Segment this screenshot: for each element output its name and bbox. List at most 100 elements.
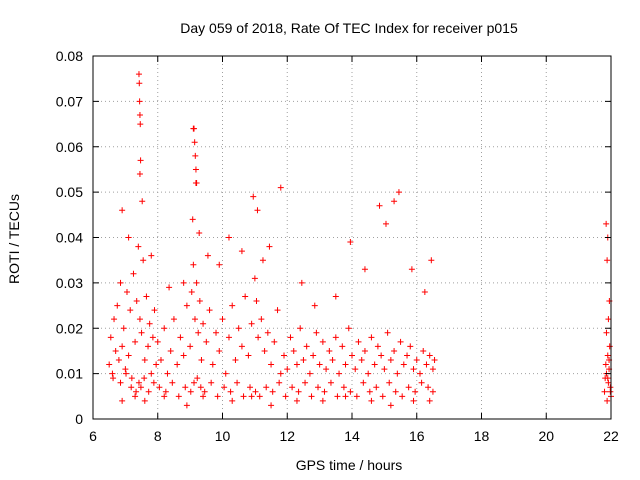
- data-point: [410, 397, 417, 404]
- data-point: [188, 288, 195, 295]
- data-point: [306, 370, 313, 377]
- data-point: [323, 366, 330, 373]
- data-point: [261, 347, 268, 354]
- x-tick-label: 8: [154, 428, 162, 444]
- data-point: [366, 388, 373, 395]
- data-point: [416, 370, 423, 377]
- data-point: [156, 384, 163, 391]
- data-point: [420, 347, 427, 354]
- y-tick-label: 0: [75, 411, 83, 427]
- data-point: [110, 375, 117, 382]
- data-point: [371, 361, 378, 368]
- x-axis-label: GPS time / hours: [296, 457, 403, 473]
- axis-ticks: 6 8 10 12 14 16 18 20 22 0 0.01 0.02 0.03 0.04 0.05 0.0…: [56, 48, 619, 444]
- data-point: [248, 393, 255, 400]
- data-point: [206, 307, 213, 314]
- data-point: [119, 397, 126, 404]
- data-point: [167, 347, 174, 354]
- x-tick-label: 6: [89, 428, 97, 444]
- data-point: [381, 366, 388, 373]
- data-point: [136, 316, 143, 323]
- data-point: [190, 261, 197, 268]
- data-point: [293, 361, 300, 368]
- data-point: [198, 357, 205, 364]
- data-point: [141, 375, 148, 382]
- data-point: [412, 388, 419, 395]
- data-point: [429, 388, 436, 395]
- data-point: [256, 393, 263, 400]
- data-point: [376, 202, 383, 209]
- data-point: [216, 261, 223, 268]
- data-point: [429, 366, 436, 373]
- x-tick-label: 14: [344, 428, 360, 444]
- data-point: [277, 184, 284, 191]
- data-point: [138, 329, 145, 336]
- data-point: [295, 388, 302, 395]
- data-point: [161, 325, 168, 332]
- data-point: [603, 329, 610, 336]
- data-point: [119, 343, 126, 350]
- data-point: [426, 397, 433, 404]
- data-point: [404, 352, 411, 359]
- data-point: [361, 266, 368, 273]
- x-tick-label: 10: [215, 428, 231, 444]
- data-point: [120, 325, 127, 332]
- data-point: [189, 216, 196, 223]
- data-point: [264, 329, 271, 336]
- data-point: [109, 370, 116, 377]
- data-point: [164, 370, 171, 377]
- data-point: [203, 338, 210, 345]
- data-point: [254, 207, 261, 214]
- data-point: [606, 343, 613, 350]
- data-point: [251, 275, 258, 282]
- data-point: [197, 384, 204, 391]
- data-point: [394, 370, 401, 377]
- data-point: [399, 393, 406, 400]
- data-point: [315, 384, 322, 391]
- data-point: [604, 375, 611, 382]
- data-point: [604, 397, 611, 404]
- y-tick-label: 0.04: [56, 230, 83, 246]
- data-point: [604, 352, 611, 359]
- data-point: [161, 393, 168, 400]
- grid-layer: [93, 56, 611, 419]
- data-point: [235, 325, 242, 332]
- data-point: [229, 397, 236, 404]
- y-tick-label: 0.06: [56, 139, 83, 155]
- data-point: [225, 334, 232, 341]
- data-point: [421, 288, 428, 295]
- data-point: [194, 375, 201, 382]
- data-point: [209, 361, 216, 368]
- data-point: [238, 343, 245, 350]
- data-point: [136, 111, 143, 118]
- x-tick-label: 12: [279, 428, 295, 444]
- data-point: [397, 338, 404, 345]
- data-point: [255, 334, 262, 341]
- data-point: [154, 338, 161, 345]
- data-point: [347, 388, 354, 395]
- data-point: [361, 347, 368, 354]
- data-point: [374, 343, 381, 350]
- data-point: [200, 393, 207, 400]
- data-point: [355, 338, 362, 345]
- data-point: [123, 288, 130, 295]
- data-point: [347, 239, 354, 246]
- data-point: [425, 384, 432, 391]
- data-point: [431, 357, 438, 364]
- data-point: [125, 234, 132, 241]
- data-point: [386, 379, 393, 386]
- data-point: [123, 370, 130, 377]
- data-point: [148, 252, 155, 259]
- y-tick-label: 0.02: [56, 320, 83, 336]
- data-point: [313, 329, 320, 336]
- data-point: [136, 170, 143, 177]
- x-tick-label: 16: [409, 428, 425, 444]
- data-point: [125, 352, 132, 359]
- data-point: [339, 343, 346, 350]
- data-point: [342, 361, 349, 368]
- data-point: [200, 320, 207, 327]
- data-point: [332, 334, 339, 341]
- data-point: [187, 343, 194, 350]
- data-point: [378, 352, 385, 359]
- data-point: [418, 379, 425, 386]
